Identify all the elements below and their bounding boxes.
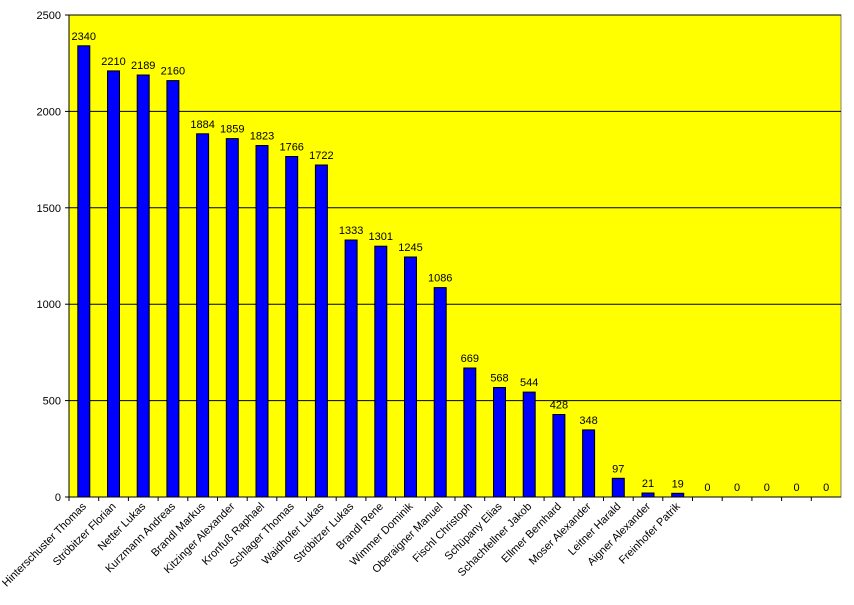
bar <box>344 239 358 498</box>
y-tick-label: 2000 <box>37 106 61 118</box>
bar <box>77 45 91 498</box>
data-label: 0 <box>704 482 710 494</box>
bar <box>522 391 536 498</box>
data-labels: 2340 2210 2189 2160 1884 1859 1823 1766 1722 1333… <box>72 31 830 494</box>
data-label: 669 <box>461 353 479 365</box>
data-label: 0 <box>734 482 740 494</box>
data-label: 428 <box>550 400 568 412</box>
bar <box>671 492 685 498</box>
data-label: 568 <box>490 373 508 385</box>
data-label: 544 <box>520 377 538 389</box>
bar <box>641 492 655 498</box>
y-tick-labels: 0 500 1000 1500 2000 2500 <box>37 10 69 504</box>
bar <box>255 145 269 498</box>
bar <box>166 80 180 498</box>
data-label: 1884 <box>190 119 214 131</box>
data-label: 19 <box>672 478 684 490</box>
data-label: 1722 <box>309 150 333 162</box>
bar <box>433 287 447 498</box>
data-label: 1245 <box>398 242 422 254</box>
data-label: 1333 <box>339 225 363 237</box>
y-tick-label: 500 <box>43 396 61 408</box>
data-label: 348 <box>579 415 597 427</box>
bar <box>611 477 625 498</box>
y-tick-label: 1000 <box>37 299 61 311</box>
bar <box>136 74 150 498</box>
bar <box>463 367 477 498</box>
y-tick-label: 2500 <box>37 10 61 22</box>
data-label: 2160 <box>161 66 185 78</box>
data-label: 0 <box>764 482 770 494</box>
bar <box>285 156 299 498</box>
data-label: 2340 <box>72 31 96 43</box>
data-label: 21 <box>642 478 654 490</box>
data-label: 97 <box>612 463 624 475</box>
data-label: 2210 <box>101 56 125 68</box>
bar <box>404 256 417 498</box>
bar <box>107 70 120 498</box>
data-label: 1859 <box>220 124 244 136</box>
data-label: 1086 <box>428 273 452 285</box>
bars <box>77 45 685 498</box>
y-tick-label: 1500 <box>37 203 61 215</box>
bar <box>552 414 566 498</box>
data-label: 1823 <box>250 131 274 143</box>
data-label: 2189 <box>131 60 155 72</box>
bar <box>314 164 328 498</box>
data-label: 1301 <box>369 231 393 243</box>
bar <box>582 429 596 498</box>
bar <box>493 387 506 498</box>
bar <box>196 133 210 498</box>
data-label: 1766 <box>279 142 303 154</box>
bar <box>374 245 388 498</box>
bar <box>225 138 239 498</box>
data-label: 0 <box>793 482 799 494</box>
y-tick-label: 0 <box>55 492 61 504</box>
data-label: 0 <box>823 482 829 494</box>
plot-area <box>68 14 842 498</box>
